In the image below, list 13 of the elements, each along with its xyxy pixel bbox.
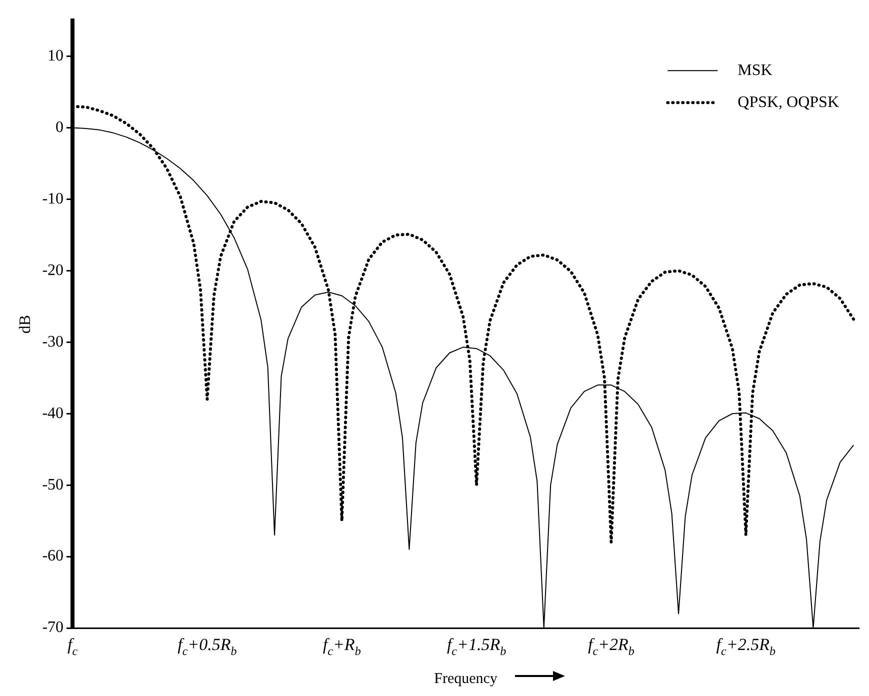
y-axis-title: dB [16,314,34,334]
y-tick-label: -30 [42,333,64,350]
y-tick-label: 10 [48,48,64,65]
y-tick-label: -70 [42,619,64,636]
y-tick-label: -60 [42,548,64,565]
y-tick-label: -10 [42,190,64,208]
y-tick-label: -20 [42,262,64,279]
y-tick-label: -40 [42,404,64,422]
legend-label: MSK [738,62,773,79]
legend-label: QPSK, OQPSK [738,94,840,111]
y-tick-label: -50 [42,476,64,494]
y-tick-label: 0 [56,118,64,136]
x-axis-title: Frequency [434,670,498,687]
